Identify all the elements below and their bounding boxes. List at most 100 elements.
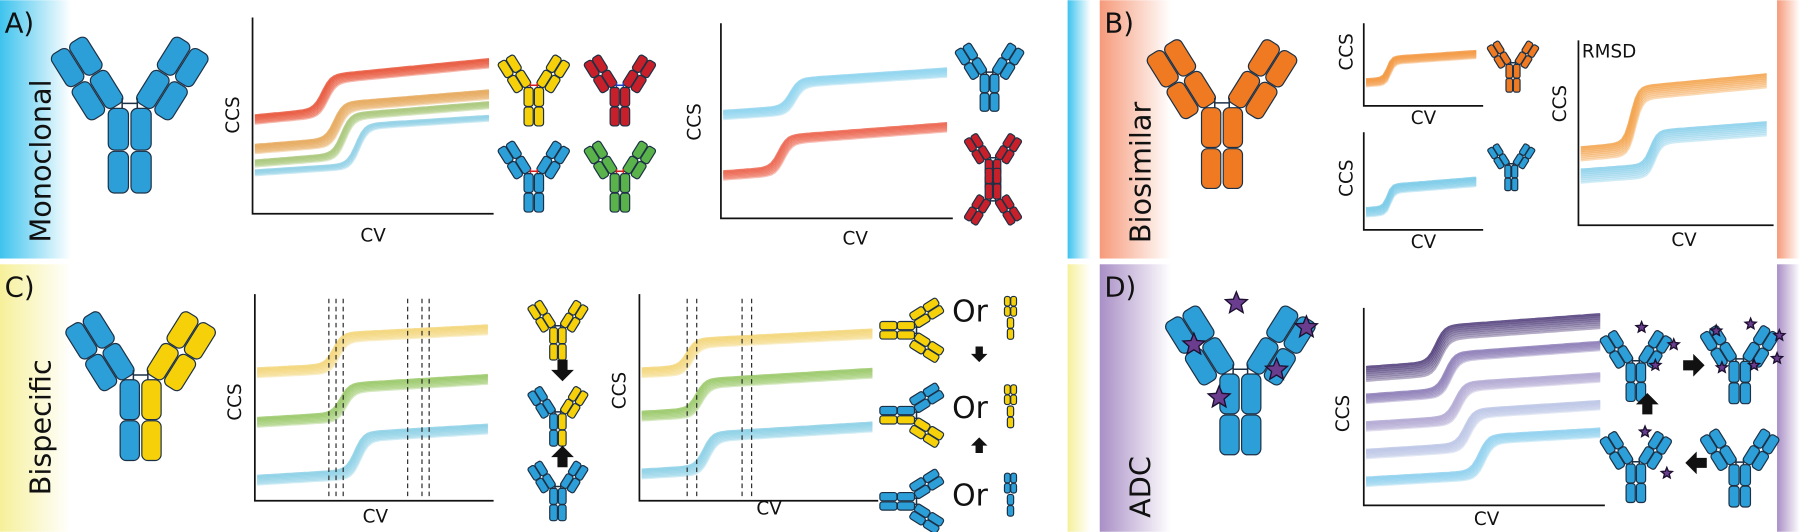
domain xyxy=(1004,385,1010,395)
trace xyxy=(1580,80,1767,156)
fab-arm xyxy=(497,54,532,94)
trace xyxy=(257,375,488,421)
or-label: Or xyxy=(952,391,988,426)
side-band xyxy=(0,0,72,259)
axes xyxy=(1577,40,1774,227)
domain xyxy=(534,87,543,106)
fab-arm xyxy=(909,297,945,328)
antibody xyxy=(527,386,589,446)
drug-payload xyxy=(1746,357,1762,372)
domain xyxy=(1710,450,1729,471)
domain xyxy=(108,151,128,193)
domain xyxy=(515,155,532,174)
domain xyxy=(880,406,897,414)
trace xyxy=(641,371,873,417)
domain xyxy=(630,160,647,179)
drug-payload xyxy=(1708,323,1724,337)
domain xyxy=(880,416,897,424)
domain xyxy=(550,344,558,360)
trace xyxy=(1365,313,1601,369)
axes xyxy=(1362,307,1605,507)
drug-payload xyxy=(1666,337,1681,351)
trace xyxy=(641,423,873,474)
fab-arm xyxy=(560,386,589,419)
domain xyxy=(162,352,198,393)
domain xyxy=(1001,149,1015,165)
domain xyxy=(550,505,558,521)
trace xyxy=(257,329,488,375)
domain xyxy=(1505,178,1511,191)
trace xyxy=(723,126,948,178)
fab-arm xyxy=(909,503,945,532)
trace xyxy=(641,330,873,373)
domain xyxy=(1007,318,1013,329)
domain xyxy=(1636,363,1645,382)
domain xyxy=(630,74,647,93)
fab-arm xyxy=(527,386,556,419)
trace xyxy=(257,376,488,422)
domain xyxy=(1242,374,1261,414)
trace xyxy=(254,96,490,154)
domain xyxy=(1499,51,1511,65)
trace xyxy=(1580,122,1767,173)
domain xyxy=(173,46,210,89)
trace xyxy=(1365,405,1601,458)
trace xyxy=(641,368,873,415)
fab-arm xyxy=(909,332,945,363)
trace xyxy=(254,95,490,152)
trace xyxy=(1580,128,1767,179)
trace xyxy=(641,427,873,477)
drug-payload xyxy=(1648,357,1663,372)
antibody xyxy=(1599,330,1672,402)
trace xyxy=(1366,428,1601,480)
domain xyxy=(610,174,619,193)
fab-arm xyxy=(1599,431,1634,471)
fab-arm xyxy=(560,460,589,493)
domain xyxy=(88,68,125,111)
domain xyxy=(620,174,629,193)
arrow xyxy=(1635,392,1659,415)
trace xyxy=(641,428,873,479)
trace xyxy=(257,382,488,428)
trace xyxy=(1580,82,1767,158)
domain xyxy=(1011,296,1017,306)
fab-arm xyxy=(145,310,218,393)
y-label: CCS xyxy=(1333,395,1354,432)
domain xyxy=(142,380,161,420)
trace xyxy=(1580,78,1767,155)
antibody xyxy=(64,310,218,461)
trace xyxy=(254,118,490,176)
half-antibody xyxy=(1004,296,1016,339)
fab-arm xyxy=(1487,143,1510,169)
domain xyxy=(1004,473,1010,483)
domain xyxy=(534,107,543,126)
domain xyxy=(980,74,989,92)
trace xyxy=(723,130,948,181)
fab-arm xyxy=(992,42,1025,80)
domain xyxy=(542,473,556,489)
domain xyxy=(142,421,161,461)
or-label: Or xyxy=(952,295,988,330)
domain xyxy=(544,160,561,179)
trace xyxy=(257,330,488,376)
drug-payload xyxy=(1772,327,1787,342)
arrow xyxy=(1685,451,1707,475)
y-label: CCS xyxy=(1336,160,1357,197)
trace xyxy=(1365,374,1601,426)
domain xyxy=(999,62,1015,81)
domain xyxy=(1742,445,1761,466)
antibody xyxy=(880,297,945,363)
fab-arm xyxy=(964,194,992,226)
domain xyxy=(1223,108,1242,148)
domain xyxy=(1518,157,1529,170)
trace xyxy=(254,115,490,173)
y-label: CCS xyxy=(610,372,631,409)
drug-payload xyxy=(1293,314,1319,339)
trace xyxy=(1580,73,1767,149)
trace xyxy=(257,430,488,485)
domain xyxy=(1007,494,1013,505)
trace xyxy=(1365,184,1477,218)
trace xyxy=(1365,54,1477,86)
domain xyxy=(1512,165,1518,178)
